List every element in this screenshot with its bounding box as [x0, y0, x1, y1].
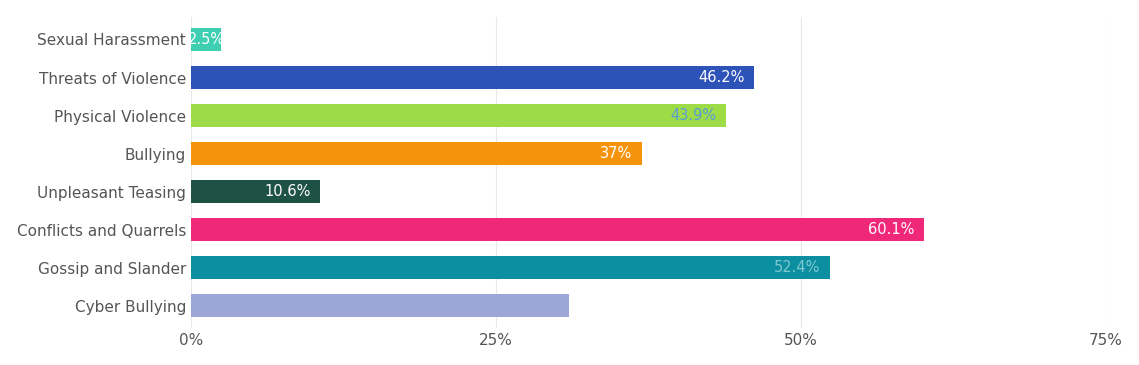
Bar — [191, 142, 642, 165]
Text: 10.6%: 10.6% — [264, 184, 311, 199]
Text: 31%: 31% — [527, 298, 559, 313]
Text: 60.1%: 60.1% — [868, 222, 913, 237]
Text: 37%: 37% — [600, 146, 632, 161]
Text: 2.5%: 2.5% — [188, 32, 224, 47]
Text: 43.9%: 43.9% — [671, 108, 716, 123]
Bar — [191, 180, 320, 203]
Bar — [191, 66, 754, 89]
Text: 52.4%: 52.4% — [773, 260, 820, 275]
Bar — [191, 294, 568, 318]
Bar — [191, 104, 727, 127]
Bar — [191, 256, 830, 280]
Bar — [191, 218, 924, 241]
Text: 46.2%: 46.2% — [698, 70, 745, 85]
Bar — [191, 28, 221, 51]
